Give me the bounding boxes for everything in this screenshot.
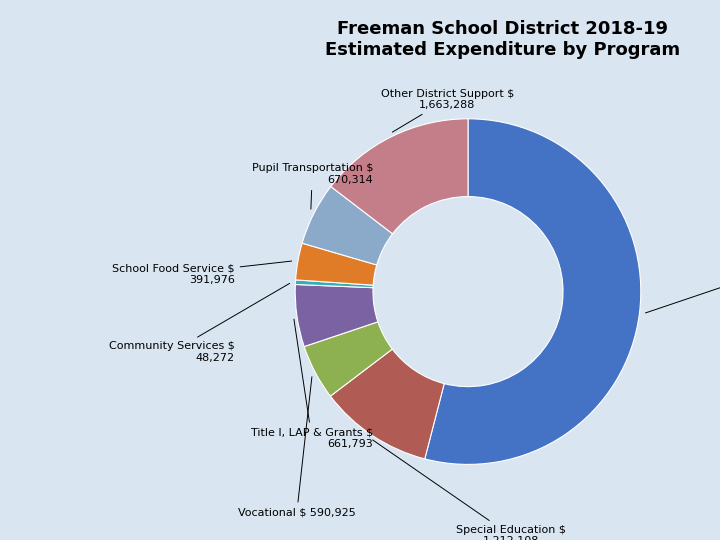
Wedge shape bbox=[295, 285, 378, 347]
Title: Freeman School District 2018-19
Estimated Expenditure by Program: Freeman School District 2018-19 Estimate… bbox=[325, 20, 680, 59]
Text: Community Services $
48,272: Community Services $ 48,272 bbox=[109, 284, 289, 363]
Wedge shape bbox=[330, 349, 444, 459]
Wedge shape bbox=[302, 186, 392, 265]
Text: Basic Education $
6,155,835: Basic Education $ 6,155,835 bbox=[646, 255, 720, 313]
Text: Vocational $ 590,925: Vocational $ 590,925 bbox=[238, 377, 356, 518]
Text: Special Education $
1,212,108: Special Education $ 1,212,108 bbox=[373, 440, 566, 540]
Wedge shape bbox=[295, 280, 373, 288]
Text: Title I, LAP & Grants $
661,793: Title I, LAP & Grants $ 661,793 bbox=[251, 319, 373, 449]
Wedge shape bbox=[296, 243, 377, 285]
Text: Pupil Transportation $
670,314: Pupil Transportation $ 670,314 bbox=[251, 163, 373, 209]
Wedge shape bbox=[330, 119, 468, 234]
Wedge shape bbox=[304, 322, 392, 396]
Text: Other District Support $
1,663,288: Other District Support $ 1,663,288 bbox=[381, 89, 514, 132]
Text: School Food Service $
391,976: School Food Service $ 391,976 bbox=[112, 261, 292, 285]
Wedge shape bbox=[425, 119, 641, 464]
